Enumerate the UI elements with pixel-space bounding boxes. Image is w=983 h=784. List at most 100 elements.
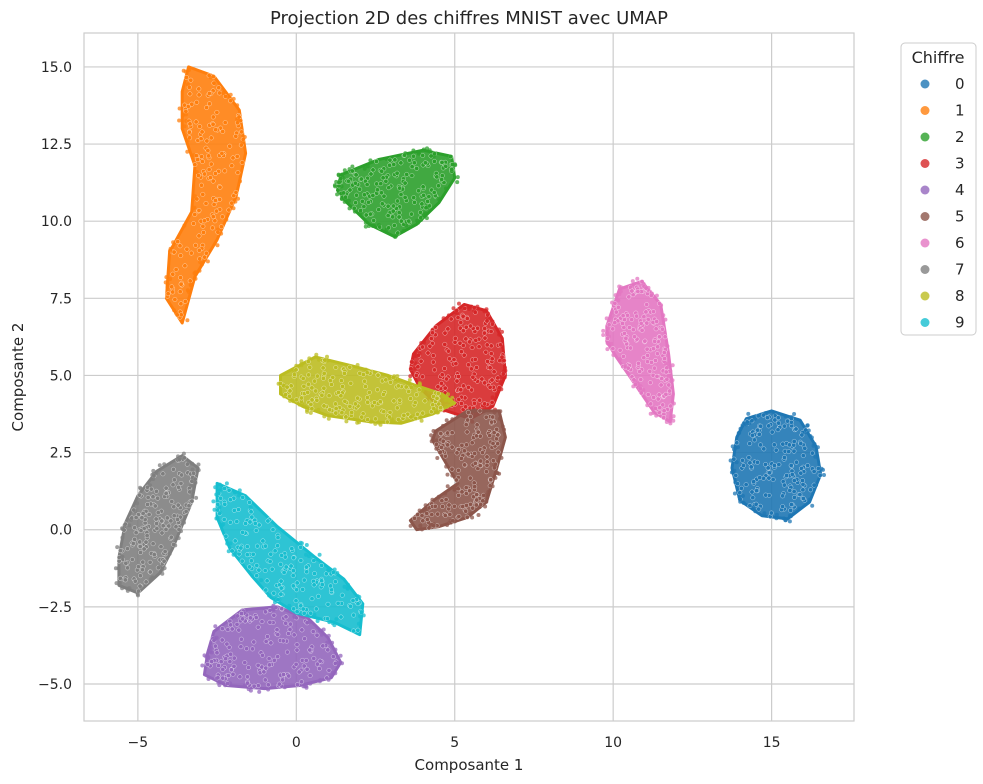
point — [458, 387, 464, 393]
point — [282, 394, 287, 399]
point — [450, 417, 455, 422]
point — [210, 121, 216, 127]
point — [789, 472, 795, 477]
point — [497, 332, 502, 337]
point — [502, 427, 506, 432]
point — [774, 512, 779, 517]
point — [420, 374, 425, 380]
point — [398, 160, 404, 166]
point — [151, 477, 156, 481]
point — [407, 378, 412, 382]
point — [475, 429, 481, 435]
point — [384, 419, 390, 425]
point — [439, 372, 445, 378]
point — [409, 173, 415, 179]
point — [248, 509, 254, 515]
point — [286, 673, 292, 679]
legend-marker — [920, 159, 930, 168]
point — [499, 387, 504, 392]
point — [253, 615, 259, 620]
point — [483, 493, 488, 498]
point — [663, 369, 669, 375]
point — [301, 610, 307, 616]
point — [468, 501, 473, 507]
point — [336, 660, 341, 665]
point — [309, 397, 315, 403]
point — [247, 564, 252, 570]
point — [403, 384, 409, 390]
point — [313, 606, 319, 612]
point — [405, 381, 410, 386]
point — [771, 410, 776, 415]
point — [425, 507, 429, 511]
point — [178, 281, 184, 287]
point — [792, 412, 797, 416]
point — [445, 472, 450, 477]
point — [330, 374, 336, 380]
point — [333, 647, 338, 652]
point — [391, 419, 396, 424]
point — [222, 120, 228, 126]
point — [198, 136, 204, 142]
point — [310, 629, 316, 634]
point — [187, 278, 193, 284]
point — [662, 356, 667, 361]
point — [293, 661, 299, 667]
point — [179, 472, 185, 478]
point — [155, 510, 161, 515]
y-tick-label: 7.5 — [50, 291, 72, 307]
point — [773, 447, 779, 453]
point — [664, 420, 669, 424]
point — [792, 494, 797, 500]
point — [665, 344, 670, 349]
point — [601, 333, 606, 337]
point — [775, 415, 781, 421]
point — [223, 533, 229, 539]
point — [240, 140, 245, 145]
point — [211, 499, 216, 504]
point — [141, 546, 147, 552]
point — [472, 356, 478, 362]
point — [197, 124, 203, 129]
point — [420, 344, 425, 350]
point — [448, 316, 454, 322]
point — [815, 445, 820, 450]
point — [266, 656, 272, 661]
point — [294, 647, 300, 653]
point — [205, 259, 210, 264]
point — [621, 325, 627, 330]
x-tick-label: 10 — [604, 735, 622, 751]
point — [325, 616, 330, 622]
point — [449, 169, 454, 174]
point — [333, 671, 338, 676]
point — [462, 462, 467, 468]
point — [158, 544, 164, 550]
point — [212, 643, 218, 649]
point — [472, 450, 478, 456]
point — [802, 430, 807, 435]
point — [350, 164, 355, 169]
point — [398, 192, 404, 197]
point — [191, 479, 196, 484]
point — [468, 414, 473, 420]
point — [146, 512, 152, 517]
point — [301, 577, 307, 583]
point — [502, 375, 507, 380]
point — [202, 254, 208, 260]
point — [185, 149, 190, 154]
point — [172, 297, 178, 302]
point — [249, 514, 255, 520]
point — [467, 475, 473, 481]
point — [192, 205, 197, 210]
point — [255, 662, 261, 668]
point — [483, 349, 489, 355]
point — [193, 270, 198, 275]
point — [364, 182, 370, 188]
point — [304, 543, 309, 547]
point — [214, 650, 220, 656]
point — [366, 389, 372, 395]
point — [296, 669, 302, 675]
point — [485, 316, 490, 321]
point — [485, 358, 490, 364]
point — [478, 458, 484, 464]
